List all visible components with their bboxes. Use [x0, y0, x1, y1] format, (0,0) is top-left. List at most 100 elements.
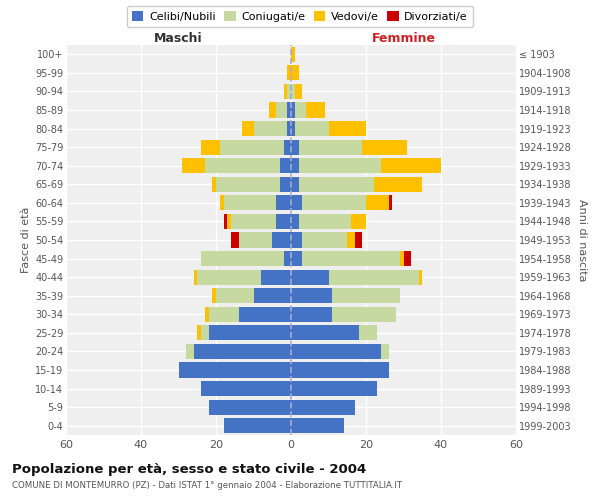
Bar: [291, 288, 332, 304]
Bar: [223, 195, 276, 210]
Bar: [193, 344, 291, 359]
Bar: [291, 306, 332, 322]
Bar: [179, 362, 291, 378]
Bar: [182, 158, 205, 174]
Bar: [231, 214, 276, 229]
Bar: [223, 418, 291, 434]
Bar: [216, 176, 280, 192]
Bar: [291, 195, 302, 210]
Bar: [201, 381, 291, 396]
Bar: [291, 176, 299, 192]
Bar: [329, 121, 366, 136]
Bar: [359, 325, 377, 340]
Y-axis label: Fasce di età: Fasce di età: [20, 207, 31, 273]
Bar: [272, 232, 291, 248]
Bar: [291, 400, 355, 415]
Bar: [280, 158, 291, 174]
Text: COMUNE DI MONTEMURRO (PZ) - Dati ISTAT 1° gennaio 2004 - Elaborazione TUTTITALIA: COMUNE DI MONTEMURRO (PZ) - Dati ISTAT 1…: [12, 481, 402, 490]
Bar: [332, 288, 400, 304]
Bar: [381, 158, 441, 174]
Text: Femmine: Femmine: [371, 32, 436, 45]
Bar: [299, 140, 362, 155]
Bar: [227, 214, 231, 229]
Bar: [209, 306, 239, 322]
Bar: [197, 270, 261, 285]
Bar: [291, 158, 299, 174]
Bar: [291, 325, 359, 340]
Bar: [291, 46, 295, 62]
Bar: [287, 121, 291, 136]
Bar: [284, 84, 287, 99]
Bar: [291, 344, 381, 359]
Bar: [291, 84, 295, 99]
Bar: [254, 288, 291, 304]
Bar: [291, 214, 299, 229]
Bar: [239, 306, 291, 322]
Bar: [254, 121, 287, 136]
Bar: [239, 232, 272, 248]
Bar: [381, 344, 389, 359]
Bar: [276, 102, 287, 118]
Bar: [280, 176, 291, 192]
Bar: [295, 84, 302, 99]
Bar: [209, 325, 291, 340]
Bar: [212, 288, 216, 304]
Bar: [329, 270, 419, 285]
Bar: [362, 140, 407, 155]
Bar: [216, 288, 254, 304]
Bar: [291, 418, 343, 434]
Bar: [242, 121, 254, 136]
Bar: [276, 214, 291, 229]
Bar: [400, 251, 404, 266]
Bar: [205, 306, 209, 322]
Bar: [302, 232, 347, 248]
Bar: [201, 325, 209, 340]
Bar: [205, 158, 280, 174]
Bar: [299, 176, 373, 192]
Bar: [209, 400, 291, 415]
Bar: [284, 140, 291, 155]
Bar: [291, 102, 295, 118]
Bar: [373, 176, 422, 192]
Bar: [269, 102, 276, 118]
Bar: [355, 232, 362, 248]
Bar: [291, 362, 389, 378]
Text: Popolazione per età, sesso e stato civile - 2004: Popolazione per età, sesso e stato civil…: [12, 462, 366, 475]
Legend: Celibi/Nubili, Coniugati/e, Vedovi/e, Divorziati/e: Celibi/Nubili, Coniugati/e, Vedovi/e, Di…: [127, 6, 473, 28]
Bar: [276, 195, 291, 210]
Bar: [299, 158, 381, 174]
Bar: [284, 251, 291, 266]
Bar: [295, 121, 329, 136]
Bar: [306, 102, 325, 118]
Bar: [291, 65, 299, 80]
Bar: [351, 214, 366, 229]
Y-axis label: Anni di nascita: Anni di nascita: [577, 198, 587, 281]
Bar: [261, 270, 291, 285]
Bar: [302, 251, 400, 266]
Bar: [291, 121, 295, 136]
Bar: [220, 140, 284, 155]
Bar: [302, 195, 366, 210]
Bar: [332, 306, 396, 322]
Bar: [186, 344, 193, 359]
Bar: [287, 65, 291, 80]
Bar: [347, 232, 355, 248]
Bar: [212, 176, 216, 192]
Bar: [197, 325, 201, 340]
Bar: [287, 84, 291, 99]
Bar: [389, 195, 392, 210]
Bar: [193, 270, 197, 285]
Bar: [287, 102, 291, 118]
Bar: [201, 140, 220, 155]
Bar: [366, 195, 389, 210]
Bar: [291, 140, 299, 155]
Bar: [220, 195, 223, 210]
Bar: [291, 381, 377, 396]
Bar: [231, 232, 239, 248]
Bar: [223, 214, 227, 229]
Bar: [291, 232, 302, 248]
Bar: [291, 270, 329, 285]
Bar: [295, 102, 306, 118]
Bar: [404, 251, 411, 266]
Bar: [201, 251, 284, 266]
